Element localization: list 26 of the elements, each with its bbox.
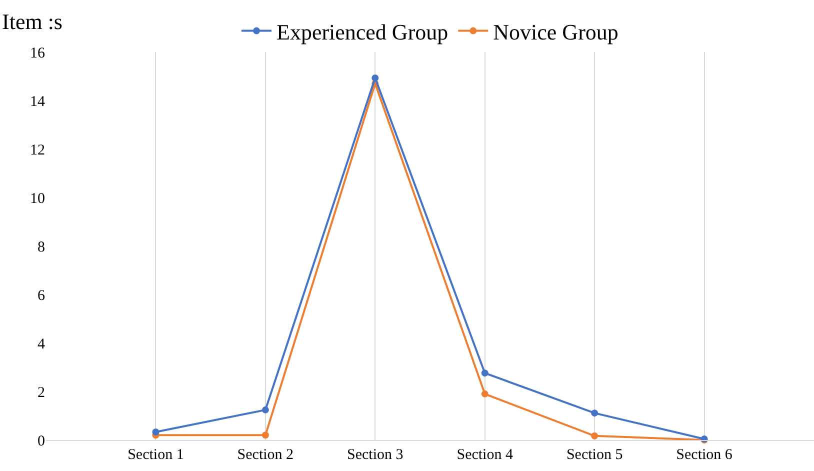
point bbox=[372, 74, 379, 82]
x-tick-label: Section 5 bbox=[566, 447, 623, 463]
x-tick-label: Section 2 bbox=[237, 447, 294, 463]
y-axis-title: Item :s bbox=[2, 9, 62, 34]
y-tick-label: 0 bbox=[38, 433, 45, 450]
y-tick-label: 8 bbox=[38, 239, 45, 256]
x-tick-label: Section 1 bbox=[128, 447, 184, 463]
x-tick-label: Section 6 bbox=[676, 447, 733, 463]
x-tick-label: Section 3 bbox=[347, 447, 404, 463]
y-tick-label: 2 bbox=[38, 384, 45, 401]
legend-label: Novice Group bbox=[493, 19, 618, 44]
point bbox=[481, 370, 488, 377]
point bbox=[152, 428, 160, 436]
point bbox=[591, 410, 598, 417]
point bbox=[591, 432, 598, 440]
y-tick-label: 14 bbox=[30, 94, 46, 110]
y-tick-label: 6 bbox=[38, 288, 46, 304]
point bbox=[262, 406, 269, 414]
x-tick-label: Section 4 bbox=[456, 447, 514, 463]
legend-label: Experienced Group bbox=[276, 19, 448, 44]
y-tick-label: 12 bbox=[30, 142, 45, 158]
y-tick-label: 4 bbox=[38, 336, 46, 352]
point bbox=[262, 432, 269, 439]
y-tick-label: 10 bbox=[30, 190, 45, 207]
y-tick-label: 16 bbox=[30, 45, 46, 62]
point bbox=[481, 390, 488, 398]
